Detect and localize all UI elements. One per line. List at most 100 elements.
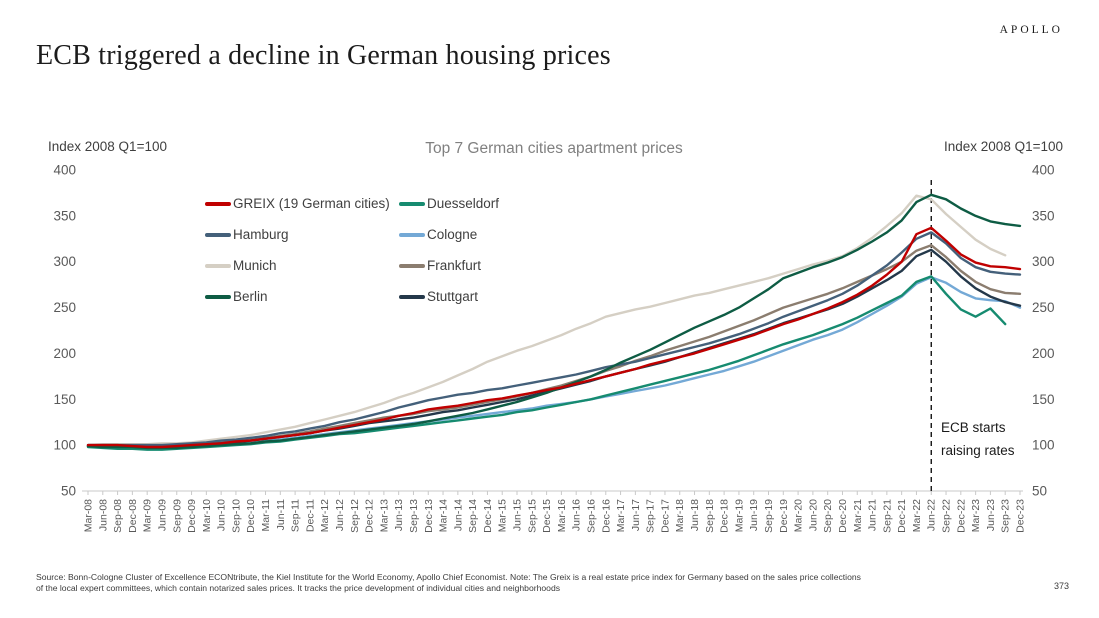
x-tick-label: Mar-18 (674, 499, 686, 532)
x-tick-label: Jun-22 (926, 499, 938, 531)
source-note-line1: Source: Bonn-Cologne Cluster of Excellen… (36, 572, 861, 582)
x-tick-label: Dec-15 (541, 499, 553, 533)
legend-label: Hamburg (233, 227, 289, 242)
y-tick-label-right: 300 (1032, 254, 1055, 269)
y-tick-label-left: 300 (53, 254, 76, 269)
legend-label: Berlin (233, 289, 268, 304)
legend-swatch (205, 294, 231, 299)
y-tick-label-right: 200 (1032, 346, 1055, 361)
x-tick-label: Sep-12 (349, 499, 361, 533)
x-tick-label: Jun-16 (571, 499, 583, 531)
x-tick-label: Sep-10 (230, 499, 242, 533)
x-tick-label: Jun-21 (867, 499, 879, 531)
x-tick-label: Jun-18 (689, 499, 701, 531)
series-line-duesseldorf (86, 275, 1007, 451)
legend-swatch (399, 232, 425, 237)
series-line-berlin (86, 193, 1022, 450)
x-tick-label: Mar-23 (970, 499, 982, 532)
legend-swatch (399, 294, 425, 299)
x-tick-label: Jun-20 (807, 499, 819, 531)
x-tick-label: Sep-20 (822, 499, 834, 533)
ecb-annotation: ECB starts raising rates (941, 416, 1015, 462)
x-tick-label: Mar-13 (378, 499, 390, 532)
x-tick-label: Dec-21 (896, 499, 908, 533)
y-tick-label-right: 250 (1032, 300, 1055, 315)
ecb-annotation-line1: ECB starts (941, 420, 1006, 435)
x-tick-label: Jun-14 (452, 499, 464, 531)
x-tick-label: Mar-20 (793, 499, 805, 532)
x-tick-label: Dec-08 (127, 499, 139, 533)
x-tick-label: Sep-19 (763, 499, 775, 533)
legend-item-berlin: Berlin (205, 281, 399, 312)
x-tick-label: Mar-16 (556, 499, 568, 532)
page-title: ECB triggered a decline in German housin… (36, 40, 611, 71)
x-tick-label: Jun-12 (334, 499, 346, 531)
x-tick-label: Sep-11 (290, 499, 302, 532)
legend-swatch (205, 201, 231, 206)
source-note: Source: Bonn-Cologne Cluster of Excellen… (36, 572, 876, 594)
x-tick-label: Sep-08 (112, 499, 124, 533)
y-tick-label-right: 50 (1032, 484, 1047, 499)
x-tick-label: Dec-13 (423, 499, 435, 533)
legend-label: Munich (233, 258, 277, 273)
legend-label: Stuttgart (427, 289, 479, 304)
x-tick-label: Mar-09 (142, 499, 154, 532)
legend-item-stuttgart: Stuttgart (399, 281, 499, 312)
x-tick-label: Dec-18 (719, 499, 731, 533)
y-tick-label-right: 100 (1032, 438, 1055, 453)
x-tick-label: Sep-22 (941, 499, 953, 533)
x-tick-label: Mar-21 (852, 499, 864, 532)
x-tick-label: Mar-08 (83, 499, 95, 532)
legend-label: GREIX (19 German cities) (233, 196, 390, 211)
x-tick-label: Sep-16 (585, 499, 597, 533)
series-line-frankfurt (86, 243, 1022, 447)
x-tick-label: Mar-17 (615, 499, 627, 532)
chart-title: Top 7 German cities apartment prices (425, 140, 683, 157)
legend-label: Duesseldorf (427, 196, 500, 211)
legend-item-duesseldorf: Duesseldorf (399, 188, 499, 219)
ecb-annotation-line2: raising rates (941, 443, 1015, 458)
x-tick-label: Sep-14 (467, 499, 479, 533)
legend-label: Cologne (427, 227, 478, 242)
x-tick-label: Dec-16 (600, 499, 612, 533)
legend-item-frankfurt: Frankfurt (399, 250, 499, 281)
y-tick-label-left: 350 (53, 208, 76, 223)
chart-legend: GREIX (19 German cities) Hamburg Munich Ber… (205, 188, 499, 312)
y-tick-label-right: 150 (1032, 392, 1055, 407)
x-tick-label: Jun-17 (630, 499, 642, 531)
x-tick-label: Sep-18 (704, 499, 716, 533)
x-tick-label: Sep-23 (1000, 499, 1012, 533)
x-tick-label: Dec-10 (245, 499, 257, 533)
x-tick-label: Dec-23 (1015, 499, 1027, 533)
y-tick-label-left: 250 (53, 300, 76, 315)
series-line-hamburg (86, 231, 1022, 447)
series-line-munich (86, 194, 1007, 447)
page-number: 373 (1053, 581, 1069, 591)
x-tick-label: Mar-11 (260, 499, 272, 532)
legend-item-cologne: Cologne (399, 219, 499, 250)
x-tick-label: Sep-09 (171, 499, 183, 533)
series-line-cologne (86, 276, 1022, 449)
x-tick-label: Sep-21 (881, 499, 893, 533)
x-tick-label: Jun-11 (275, 499, 287, 530)
y-tick-label-left: 100 (53, 438, 76, 453)
x-tick-label: Mar-12 (319, 499, 331, 532)
x-tick-label: Jun-09 (156, 499, 168, 531)
x-tick-label: Dec-09 (186, 499, 198, 533)
legend-swatch (205, 263, 231, 268)
x-tick-label: Dec-20 (837, 499, 849, 533)
y-tick-label-right: 350 (1032, 208, 1055, 223)
y-tick-label-left: 200 (53, 346, 76, 361)
x-tick-label: Jun-13 (393, 499, 405, 531)
legend-item-greix-19-german-cities: GREIX (19 German cities) (205, 188, 399, 219)
x-tick-label: Jun-10 (216, 499, 228, 531)
x-tick-label: Dec-17 (659, 499, 671, 533)
series-line-greix-19-german-cities (86, 226, 1022, 449)
legend-swatch (399, 263, 425, 268)
x-tick-label: Jun-23 (985, 499, 997, 531)
y-tick-label-left: 400 (53, 163, 76, 178)
y-tick-label-right: 400 (1032, 163, 1055, 178)
x-tick-label: Jun-08 (97, 499, 109, 531)
